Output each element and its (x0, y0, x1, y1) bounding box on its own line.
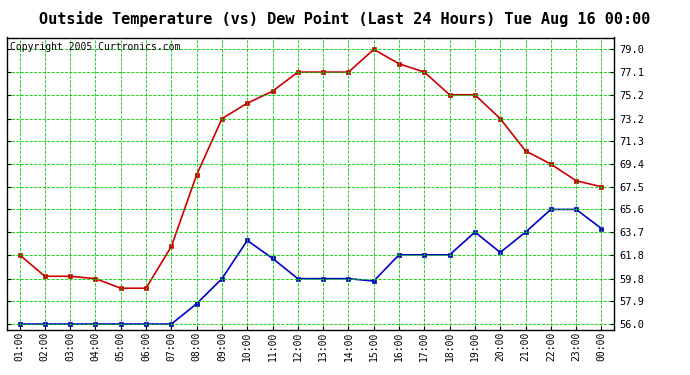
Text: Copyright 2005 Curtronics.com: Copyright 2005 Curtronics.com (10, 42, 180, 52)
Text: Outside Temperature (vs) Dew Point (Last 24 Hours) Tue Aug 16 00:00: Outside Temperature (vs) Dew Point (Last… (39, 11, 651, 27)
